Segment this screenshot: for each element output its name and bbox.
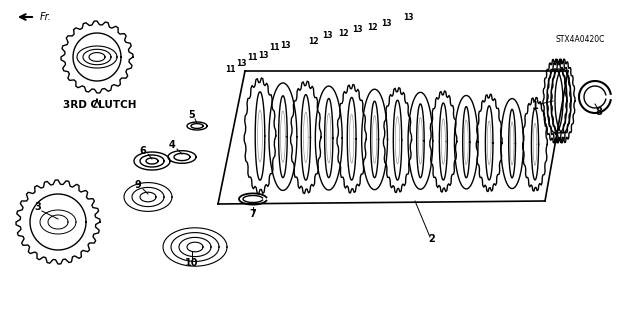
Text: 13: 13	[381, 19, 391, 27]
Text: 9: 9	[134, 180, 141, 190]
Text: 4: 4	[168, 140, 175, 150]
Text: 7: 7	[250, 209, 257, 219]
Text: STX4A0420C: STX4A0420C	[556, 34, 605, 43]
Text: 2: 2	[429, 234, 435, 244]
Text: Fr.: Fr.	[40, 12, 52, 22]
Text: 13: 13	[280, 41, 291, 50]
Text: 10: 10	[185, 258, 199, 268]
Text: 11: 11	[269, 42, 279, 51]
Text: 3RD CLUTCH: 3RD CLUTCH	[63, 100, 137, 110]
Text: 1: 1	[532, 101, 538, 111]
Text: 6: 6	[140, 146, 147, 156]
Text: 8: 8	[596, 107, 602, 117]
Text: 13: 13	[236, 60, 246, 69]
Text: 11: 11	[225, 65, 236, 75]
Text: 12: 12	[338, 29, 348, 39]
Text: 13: 13	[352, 25, 362, 33]
Text: 12: 12	[367, 24, 377, 33]
Text: 13: 13	[403, 12, 413, 21]
Text: 13: 13	[322, 31, 332, 40]
Text: 13: 13	[258, 50, 268, 60]
Text: 3: 3	[35, 202, 42, 212]
Text: 11: 11	[247, 54, 257, 63]
Text: 5: 5	[189, 110, 195, 120]
Text: 12: 12	[308, 38, 318, 47]
